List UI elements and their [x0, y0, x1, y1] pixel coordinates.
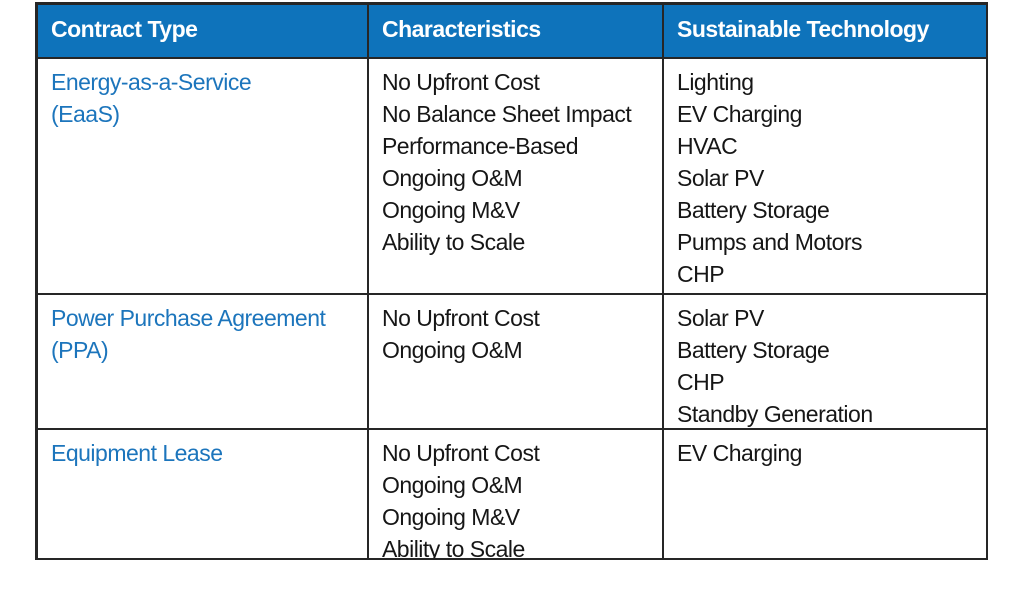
table-row-equipment-lease: Equipment Lease No Upfront Cost Ongoing … — [38, 430, 988, 560]
characteristic-item: No Balance Sheet Impact — [381, 101, 632, 127]
characteristic-item: Ongoing O&M — [381, 472, 523, 498]
contract-type-line: (PPA) — [51, 337, 109, 363]
contract-type-cell: Energy-as-a-Service (EaaS) — [38, 59, 369, 295]
contract-type-line: Power Purchase Agreement — [51, 305, 326, 331]
characteristic-item: Ongoing M&V — [381, 504, 520, 530]
technology-item: Solar PV — [677, 305, 764, 331]
header-cell-characteristics: Characteristics — [368, 5, 665, 59]
technology-item: CHP — [677, 369, 725, 395]
contract-type-cell: Power Purchase Agreement (PPA) — [38, 295, 369, 430]
characteristic-item: Performance-Based — [381, 133, 579, 159]
contract-comparison-table: Contract Type Characteristics Sustainabl… — [35, 2, 988, 560]
technology-item: Battery Storage — [677, 197, 830, 223]
header-label-characteristics: Characteristics — [381, 16, 541, 42]
table-header-row: Contract Type Characteristics Sustainabl… — [38, 5, 988, 59]
characteristic-item: Ability to Scale — [381, 536, 525, 560]
characteristic-item: No Upfront Cost — [381, 69, 540, 95]
header-cell-contract-type: Contract Type — [38, 5, 369, 59]
technology-item: HVAC — [677, 133, 738, 159]
technology-item: EV Charging — [677, 440, 802, 466]
technology-item: Solar PV — [677, 165, 764, 191]
characteristic-item: Ability to Scale — [381, 229, 525, 255]
technology-item: CHP — [677, 261, 725, 287]
technology-cell: EV Charging — [664, 430, 988, 560]
technology-item: Standby Generation — [677, 401, 873, 427]
technology-item: EV Charging — [677, 101, 802, 127]
technology-item: Battery Storage — [677, 337, 830, 363]
technology-cell: Lighting EV Charging HVAC Solar PV Batte… — [664, 59, 988, 295]
contract-type-line: (EaaS) — [51, 101, 120, 127]
technology-item: Lighting — [677, 69, 754, 95]
technology-item: Pumps and Motors — [677, 229, 863, 255]
characteristic-item: Ongoing O&M — [381, 165, 523, 191]
characteristics-cell: No Upfront Cost No Balance Sheet Impact … — [368, 59, 665, 295]
header-label-contract-type: Contract Type — [51, 16, 198, 42]
characteristics-cell: No Upfront Cost Ongoing O&M — [368, 295, 665, 430]
table-row-eaas: Energy-as-a-Service (EaaS) No Upfront Co… — [38, 59, 988, 295]
characteristic-item: No Upfront Cost — [381, 440, 540, 466]
contract-type-line: Equipment Lease — [51, 440, 223, 466]
characteristic-item: Ongoing O&M — [381, 337, 523, 363]
technology-cell: Solar PV Battery Storage CHP Standby Gen… — [664, 295, 988, 430]
header-cell-sustainable-technology: Sustainable Technology — [664, 5, 988, 59]
characteristic-item: No Upfront Cost — [381, 305, 540, 331]
characteristics-cell: No Upfront Cost Ongoing O&M Ongoing M&V … — [368, 430, 665, 560]
header-label-sustainable-technology: Sustainable Technology — [677, 16, 929, 42]
contract-type-line: Energy-as-a-Service — [51, 69, 252, 95]
characteristic-item: Ongoing M&V — [381, 197, 520, 223]
table-row-ppa: Power Purchase Agreement (PPA) No Upfron… — [38, 295, 988, 430]
contract-type-cell: Equipment Lease — [38, 430, 369, 560]
